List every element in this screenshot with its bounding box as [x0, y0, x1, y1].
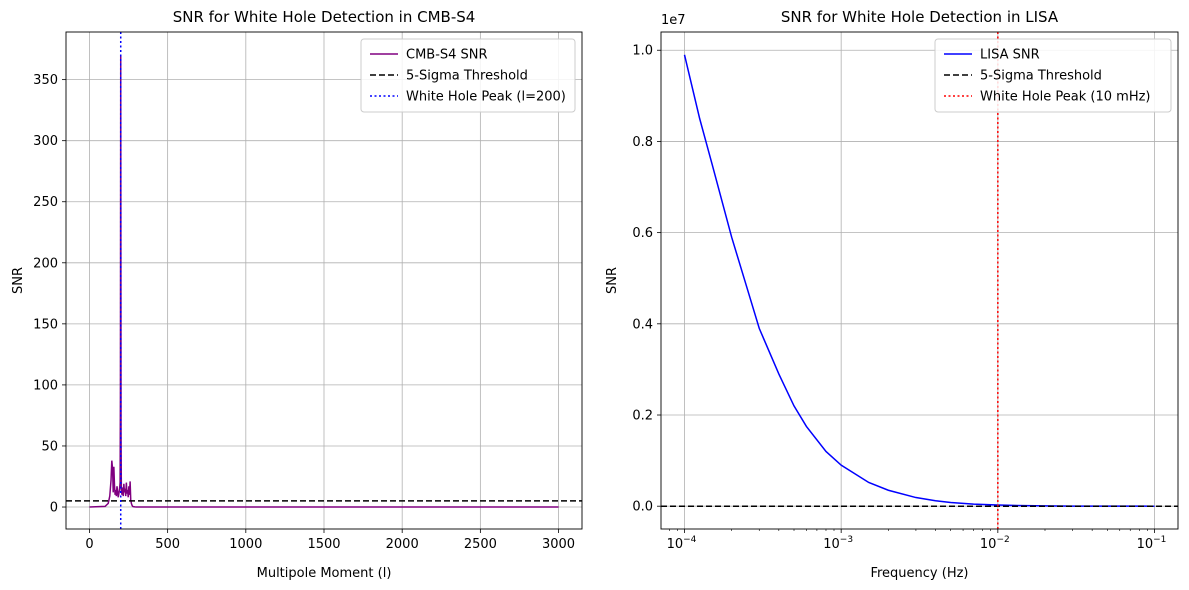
- cmb-y-tick-label: 150: [33, 317, 58, 332]
- cmb-y-tick-label: 200: [33, 256, 58, 271]
- lisa-legend-label: White Hole Peak (10 mHz): [980, 90, 1151, 105]
- cmb-y-tick-label: 300: [33, 134, 58, 149]
- cmb-y-tick-label: 50: [41, 439, 58, 454]
- cmb-legend-label: CMB-S4 SNR: [406, 48, 488, 63]
- lisa-x-tick-label: 10−4: [667, 535, 697, 552]
- lisa-y-tick-label: 0.4: [632, 317, 653, 332]
- cmb-legend-box: [360, 38, 576, 113]
- cmb-y-tick-label: 0: [50, 501, 58, 516]
- lisa-y-tick-label: 0.8: [632, 135, 653, 150]
- cmb-title: SNR for White Hole Detection in CMB-S4: [173, 8, 476, 26]
- lisa-x-tick-label: 10−1: [1137, 535, 1167, 552]
- cmb-y-axis-label: SNR: [11, 267, 26, 294]
- cmb-x-tick-label: 1000: [229, 537, 262, 552]
- lisa-y-axis-label: SNR: [605, 267, 620, 294]
- cmb-x-tick-label: 3000: [542, 537, 575, 552]
- lisa-x-tick-label: 10−2: [980, 535, 1010, 552]
- lisa-frame: [660, 31, 1179, 530]
- cmb-x-tick-label: 1500: [307, 537, 340, 552]
- lisa-series-lisa-snr: [683, 54, 1155, 507]
- lisa-title: SNR for White Hole Detection in LISA: [781, 8, 1059, 26]
- lisa-x-tick-exponent: −2: [996, 535, 1009, 545]
- cmb-x-tick-label: 2000: [386, 537, 419, 552]
- lisa-y-tick-label: 0.6: [632, 226, 653, 241]
- lisa-x-tick-exponent: −4: [683, 535, 697, 545]
- cmb-x-tick-label: 500: [155, 537, 180, 552]
- cmb-x-tick-label: 2500: [464, 537, 497, 552]
- lisa-legend: LISA SNR 5-Sigma Threshold White Hole Peak…: [934, 38, 1172, 113]
- cmb-series-cmb-s4-snr: [89, 55, 559, 508]
- cmb-y-tick-label: 250: [33, 195, 58, 210]
- lisa-legend-box: [934, 38, 1172, 113]
- cmb-legend: CMB-S4 SNR 5-Sigma Threshold White Hole Pe…: [360, 38, 576, 113]
- cmb-legend-label: 5-Sigma Threshold: [406, 69, 528, 84]
- lisa-x-tick-exponent: −1: [1153, 535, 1166, 545]
- cmb-x-tick-label: 0: [85, 537, 93, 552]
- lisa-y-tick-label: 0.2: [632, 409, 653, 424]
- lisa-x-tick-exponent: −3: [840, 535, 853, 545]
- lisa-y-multiplier: 1e7: [661, 13, 686, 28]
- lisa-y-tick-label: 0.0: [632, 500, 653, 515]
- lisa-axes: 10−4 10−3 10−2 10−1 0.0 0.2 0.4 0.6 0.8 1.0 1e7 SNR…: [605, 8, 1179, 581]
- cmb-x-axis-label: Multipole Moment (l): [257, 566, 392, 581]
- cmb-y-tick-label: 350: [33, 73, 58, 88]
- lisa-legend-label: LISA SNR: [980, 48, 1040, 63]
- cmb-y-tick-label: 100: [33, 378, 58, 393]
- lisa-x-axis-label: Frequency (Hz): [870, 566, 968, 581]
- cmb-legend-label: White Hole Peak (l=200): [406, 90, 566, 105]
- cmb-axes: 0 500 1000 1500 2000 2500 3000 0 50 100 150 200 250 3…: [11, 8, 583, 581]
- lisa-y-tick-label: 1.0: [632, 44, 653, 59]
- lisa-x-tick-label: 10−3: [823, 535, 853, 552]
- lisa-legend-label: 5-Sigma Threshold: [980, 69, 1102, 84]
